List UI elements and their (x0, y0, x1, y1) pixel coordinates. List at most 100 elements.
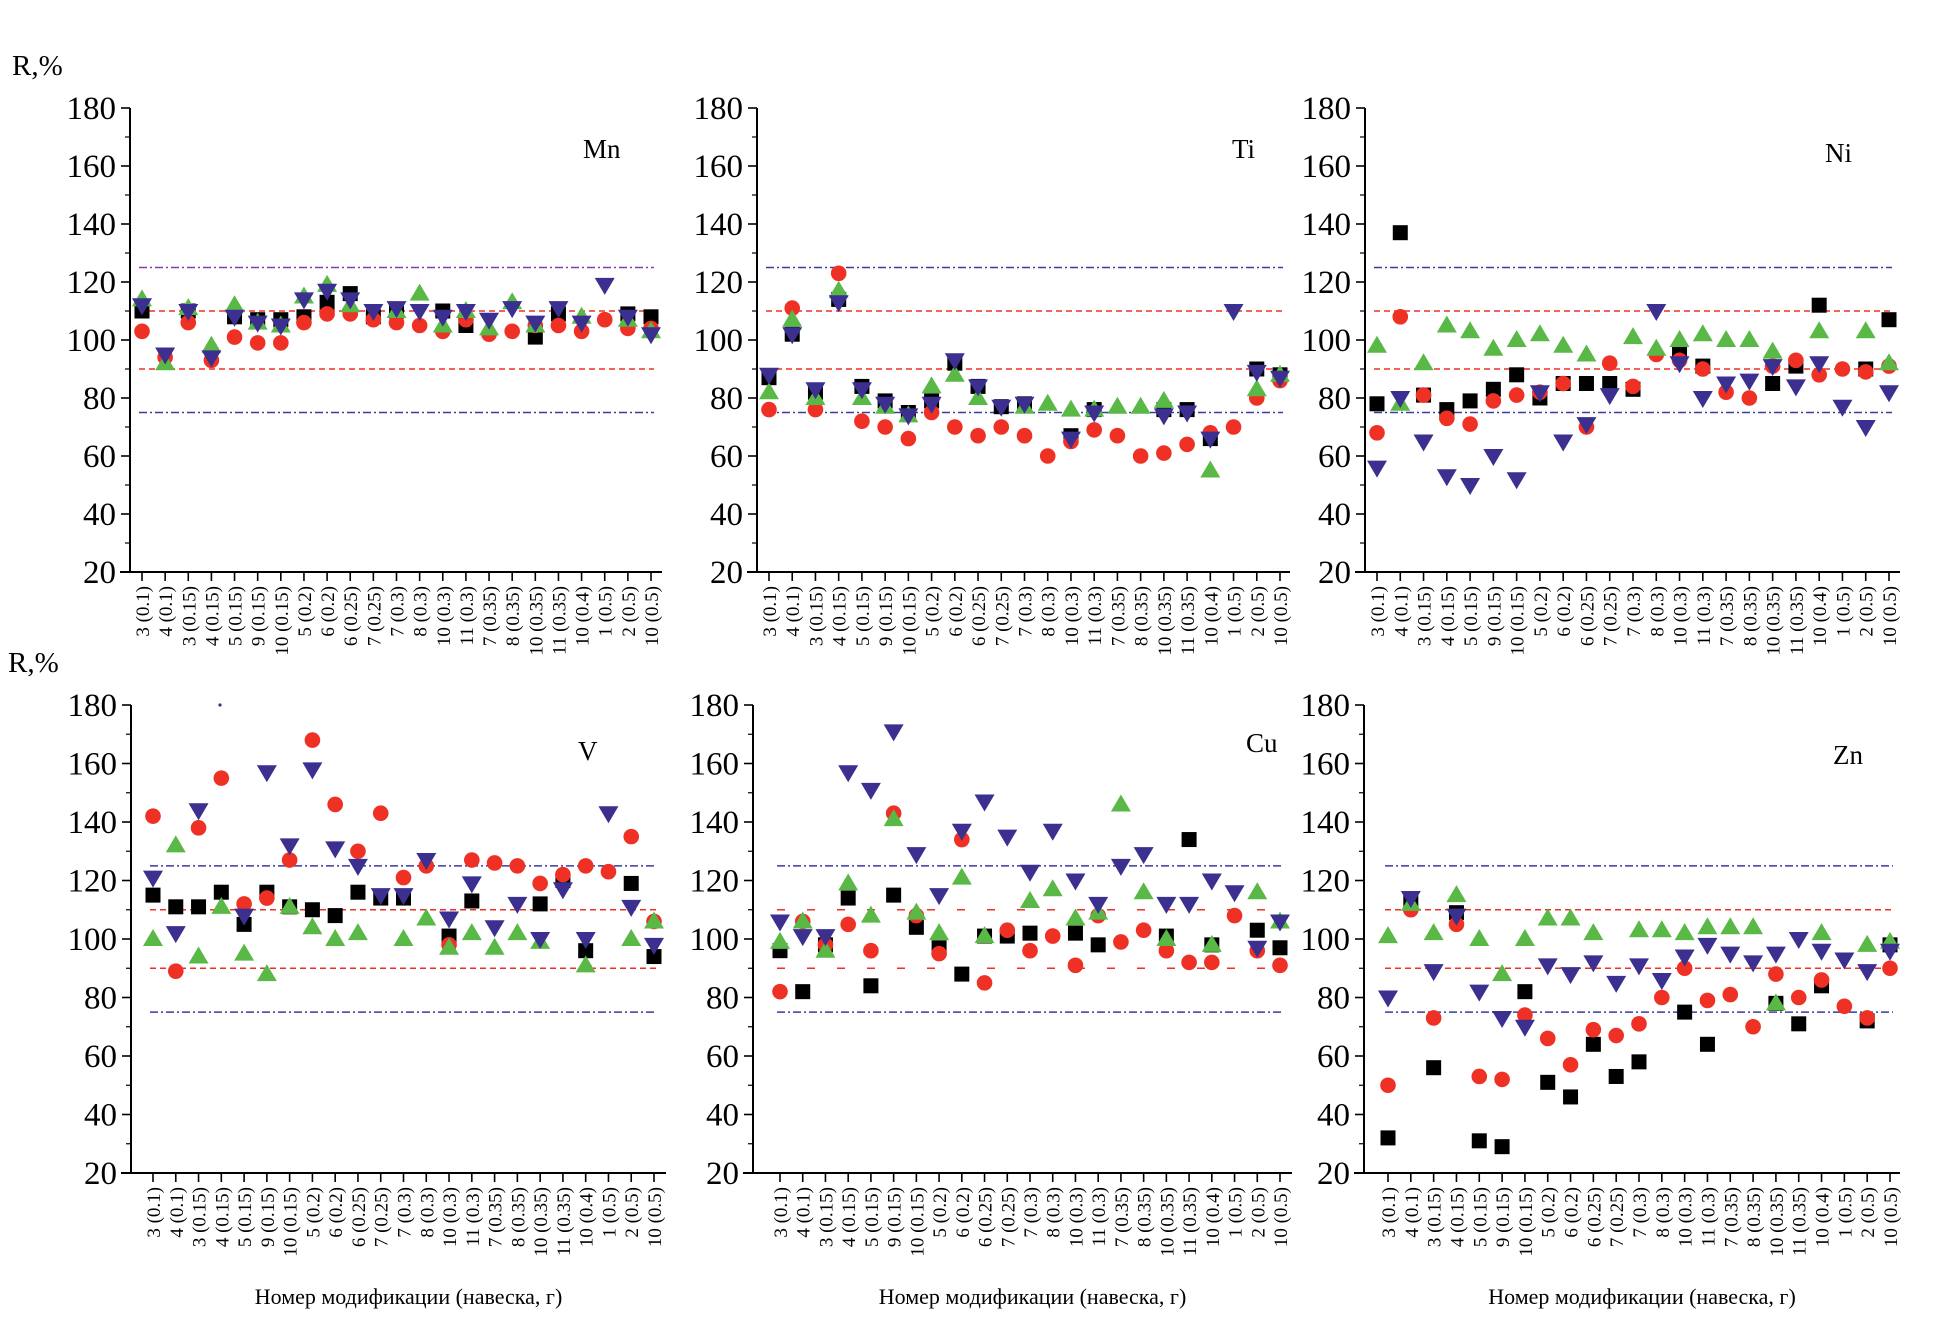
x-tick-label: 10 (0.15) (1508, 586, 1529, 656)
x-tick-label: 7 (0.3) (395, 1187, 416, 1238)
x-tick-label: 11 (0.35) (1180, 1187, 1201, 1256)
data-point-circle (1044, 928, 1061, 944)
data-point-triangle-down (1246, 364, 1267, 382)
data-point-circle (1811, 367, 1827, 383)
data-point-circle (226, 329, 243, 345)
x-tick-label: 3 (0.1) (144, 1187, 165, 1238)
data-point-circle (1392, 309, 1409, 325)
data-point-circle (1156, 445, 1172, 461)
y-tick-label: 100 (68, 922, 118, 958)
x-tick-label: 10 (0.15) (1516, 1187, 1537, 1257)
data-point-triangle-down (782, 327, 803, 345)
y-tick-label: 20 (84, 1156, 117, 1192)
data-point-triangle-up (1855, 321, 1876, 339)
data-point-triangle-up (815, 940, 836, 958)
data-point-square (1509, 367, 1525, 383)
data-point-triangle-down (317, 283, 338, 301)
data-point-circle (1016, 427, 1033, 444)
data-point-square (1791, 1016, 1807, 1032)
series-triangle-down (759, 295, 1290, 449)
data-point-triangle-up (461, 923, 482, 941)
x-tick-label: 3 (0.15) (1425, 1187, 1446, 1247)
data-point-triangle-up (1483, 338, 1504, 356)
data-point-circle (273, 335, 289, 351)
y-tick-label: 140 (694, 207, 744, 243)
y-tick-label: 60 (706, 1039, 739, 1075)
data-point-triangle-up (1857, 934, 1878, 952)
data-point-triangle-up (1200, 460, 1221, 478)
data-point-triangle-up (1514, 929, 1535, 946)
data-point-square (1462, 393, 1478, 409)
data-point-triangle-down (1811, 943, 1832, 961)
data-point-triangle-up (1436, 315, 1457, 333)
x-tick-label: 4 (0.15) (830, 586, 851, 646)
x-tick-label: 8 (0.35) (508, 1187, 529, 1247)
y-tick-label: 100 (690, 922, 740, 958)
x-tick-label: 5 (0.15) (862, 1187, 883, 1247)
x-tick-label: 10 (0.15) (281, 1187, 302, 1257)
data-point-square (1677, 1004, 1693, 1020)
data-point-triangle-up (279, 896, 300, 914)
x-tick-label: 8 (0.35) (503, 586, 524, 646)
data-point-triangle-up (1576, 344, 1597, 362)
y-tick-label: 100 (1302, 323, 1352, 359)
x-tick-label: 10 (0.4) (1201, 586, 1222, 646)
data-point-triangle-up (409, 283, 430, 301)
x-tick-label: 2 (0.5) (1248, 1187, 1269, 1238)
data-point-triangle-up (1629, 920, 1649, 938)
x-tick-label: 8 (0.3) (1044, 1187, 1065, 1238)
x-tick-label: 5 (0.2) (923, 586, 944, 637)
y-tick-label: 120 (1301, 864, 1351, 900)
data-point-triangle-down (805, 382, 826, 400)
x-tick-label: 4 (0.15) (1447, 1187, 1468, 1247)
data-point-triangle-down (552, 882, 573, 900)
data-point-circle (976, 975, 993, 991)
x-tick-label: 10 (0.4) (1203, 1187, 1224, 1247)
y-tick-label: 100 (67, 323, 117, 359)
data-point-triangle-up (1506, 330, 1527, 347)
series-triangle-down (770, 724, 1290, 958)
data-point-circle (486, 855, 503, 871)
data-point-triangle-up (838, 873, 859, 891)
data-point-triangle-up (1651, 920, 1672, 938)
x-tick-label: 7 (0.25) (1601, 586, 1622, 646)
data-point-circle (1745, 1018, 1761, 1035)
data-point-triangle-down (1065, 873, 1086, 891)
x-tick-label: 4 (0.15) (839, 1187, 860, 1247)
data-point-circle (600, 863, 617, 880)
y-tick-label: 20 (710, 555, 743, 591)
data-point-triangle-down (1855, 420, 1876, 437)
y-tick-label: 140 (68, 805, 118, 841)
data-point-triangle-down (974, 794, 995, 812)
data-point-triangle-down (1177, 405, 1198, 423)
data-point-circle (259, 890, 275, 906)
data-point-circle (1539, 1030, 1556, 1047)
data-point-circle (1631, 1016, 1647, 1032)
y-tick-label: 160 (690, 747, 740, 783)
data-point-triangle-up (1130, 396, 1151, 414)
data-point-triangle-down (1651, 972, 1672, 990)
panel-ni: 20 40 60 80 100 120 140 160 180 3 (0.1) 4 (0.1) 3 (… (1302, 91, 1902, 656)
data-point-triangle-down (1832, 399, 1853, 417)
x-tick-label: 5 (0.15) (235, 1187, 256, 1247)
data-point-triangle-up (1765, 993, 1786, 1011)
data-point-circle (840, 916, 856, 933)
data-point-triangle-up (1674, 923, 1695, 941)
y-tick-label: 160 (67, 149, 117, 185)
data-point-circle (145, 808, 161, 824)
x-tick-label: 5 (0.15) (1461, 586, 1482, 646)
data-point-triangle-up (1716, 330, 1737, 347)
data-point-triangle-up (439, 937, 460, 955)
data-point-circle (509, 858, 526, 874)
data-point-square (1631, 1054, 1647, 1070)
data-point-triangle-up (1446, 885, 1467, 903)
data-point-square (1485, 381, 1501, 397)
data-point-triangle-up (1107, 396, 1128, 414)
data-point-triangle-down (951, 823, 972, 841)
y-tick-label: 100 (694, 323, 744, 359)
x-tick-label: 3 (0.1) (133, 586, 154, 637)
x-tick-label: 8 (0.3) (1647, 586, 1668, 637)
data-point-triangle-down (1514, 1019, 1535, 1037)
data-point-circle (1788, 352, 1804, 369)
